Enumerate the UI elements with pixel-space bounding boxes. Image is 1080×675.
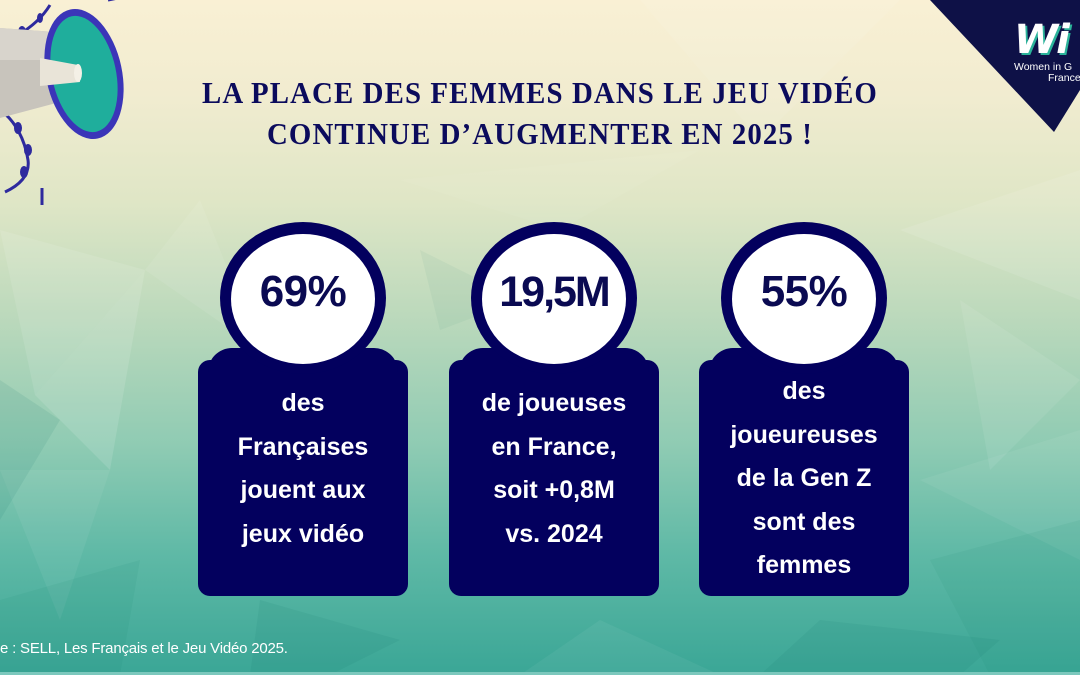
card-circle: 19,5M <box>482 234 626 364</box>
stat-description: des Françaises jouent aux jeux vidéo <box>198 382 408 556</box>
bottom-strip <box>0 672 1080 675</box>
title-line-1: LA PLACE DES FEMMES DANS LE JEU VIDÉO <box>202 75 878 110</box>
stat-line: jouent aux <box>240 476 366 504</box>
card-body <box>449 360 659 596</box>
stat-line: vs. 2024 <box>505 519 603 548</box>
logo-corner: Wi Women in G France <box>930 0 1080 132</box>
stat-line: femmes <box>756 551 852 579</box>
stat-value: 19,5M <box>499 267 611 316</box>
card-body <box>699 360 909 596</box>
stat-line: en France, <box>491 432 617 461</box>
source-caption: e : SELL, Les Français et le Jeu Vidéo 2… <box>0 640 288 657</box>
title-line-2: CONTINUE D’AUGMENTER EN 2025 ! <box>266 116 814 151</box>
stat-line: des <box>281 389 325 417</box>
megaphone-icon <box>0 0 124 205</box>
stat-value: 69% <box>259 267 347 316</box>
stat-line: des <box>782 377 826 405</box>
stat-line: Françaises <box>237 432 369 461</box>
stat-card-1: 69% des Françaises jouent aux jeux vidéo <box>198 222 408 596</box>
wig-logo[interactable]: Wi Women in G France <box>1014 20 1080 84</box>
stat-description: de joueuses en France, soit +0,8M vs. 20… <box>449 382 659 556</box>
stat-card-3: 55% des joueureuses de la Gen Z sont des… <box>699 222 909 596</box>
stat-line: sont des <box>752 507 856 536</box>
page-title: LA PLACE DES FEMMES DANS LE JEU VIDÉO CO… <box>149 72 930 154</box>
stat-line: joueureuses <box>730 420 878 449</box>
stat-line: de la Gen Z <box>736 464 872 492</box>
card-circle: 69% <box>231 234 375 364</box>
stat-description: des joueureuses de la Gen Z sont des fem… <box>699 370 909 588</box>
logo-line2: France <box>1048 72 1080 84</box>
logo-line1: Women in G <box>1014 61 1073 73</box>
stat-value: 55% <box>760 267 848 316</box>
stat-line: soit +0,8M <box>493 476 615 504</box>
stat-line: de joueuses <box>481 389 627 417</box>
stat-card-2: 19,5M de joueuses en France, soit +0,8M … <box>449 222 659 596</box>
card-circle: 55% <box>732 234 876 364</box>
stat-line: jeux vidéo <box>241 519 365 548</box>
card-body <box>198 360 408 596</box>
logo-mark: Wi <box>1014 17 1070 63</box>
